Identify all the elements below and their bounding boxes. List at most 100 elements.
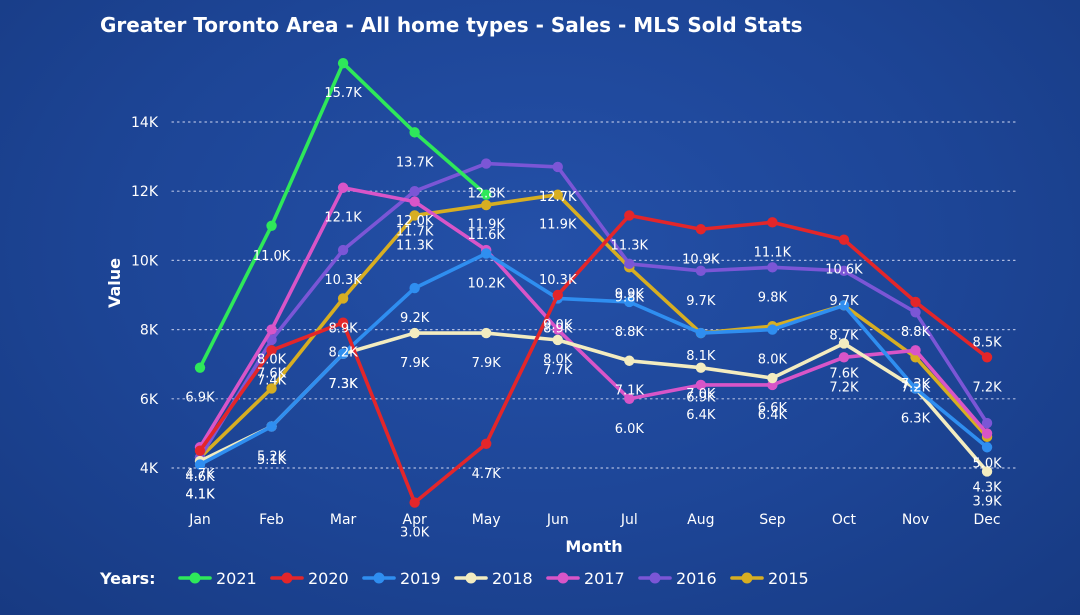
data-label: 6.4K [758, 408, 788, 423]
data-point-2015 [481, 199, 492, 211]
data-label: 9.7K [686, 294, 716, 309]
data-label: 7.9K [472, 356, 502, 371]
data-point-2020 [409, 497, 420, 508]
x-tick-label: Jul [620, 512, 638, 528]
y-tick-label: 4K [140, 461, 159, 477]
data-point-2018 [695, 362, 707, 373]
data-label: 13.7K [396, 155, 434, 170]
data-label: 4.7K [185, 467, 215, 482]
x-tick-label: Feb [259, 512, 284, 528]
data-label: 9.8K [758, 290, 788, 305]
data-label: 3.9K [972, 494, 1002, 509]
data-point-2018 [981, 466, 993, 477]
data-label: 4.3K [972, 481, 1002, 496]
data-label: 7.3K [328, 377, 358, 392]
legend-label-2019: 2019 [400, 569, 441, 588]
data-point-2021 [194, 362, 206, 373]
data-label: 12.1K [324, 211, 362, 226]
data-label: 7.6K [257, 366, 287, 381]
data-label: 9.9K [615, 287, 645, 302]
data-point-2016 [838, 265, 850, 276]
data-point-2018 [767, 372, 778, 384]
data-point-2017 [624, 393, 635, 404]
legend-label-2021: 2021 [216, 569, 257, 588]
data-point-2015 [409, 210, 420, 221]
data-label: 4.1K [185, 488, 215, 503]
y-tick-label: 10K [131, 253, 159, 269]
data-point-2020 [552, 289, 563, 301]
data-point-2021 [481, 189, 492, 200]
data-label: 8.8K [901, 325, 931, 340]
data-point-2019 [981, 442, 993, 453]
data-label: 10.3K [539, 273, 577, 288]
data-label: 10.2K [467, 276, 505, 291]
data-label: 7.3K [328, 377, 358, 392]
data-point-2020 [910, 296, 921, 308]
data-point-2019 [624, 296, 635, 308]
x-tick-label: Sep [759, 512, 786, 528]
data-label: 8.0K [543, 353, 573, 368]
x-tick-label: Dec [974, 512, 1001, 528]
legend-label-2016: 2016 [676, 569, 717, 588]
data-label: 4.7K [472, 467, 502, 482]
data-label: 8.9K [543, 321, 573, 336]
legend-marker-2020 [281, 572, 293, 584]
data-label: 12.0K [396, 214, 434, 229]
data-point-2017 [981, 428, 993, 439]
data-label: 8.1K [686, 349, 716, 364]
legend-marker-2018 [465, 572, 477, 584]
data-point-2020 [624, 210, 635, 221]
data-label: 7.2K [829, 380, 859, 395]
data-point-2016 [981, 417, 993, 429]
legend-label-2015: 2015 [768, 569, 809, 588]
data-label: 7.9K [400, 356, 430, 371]
data-point-2018 [409, 327, 420, 339]
x-tick-label: Oct [832, 512, 857, 528]
data-label: 8.2K [328, 346, 358, 361]
data-label: 12.7K [539, 190, 577, 205]
data-label: 5.2K [257, 449, 287, 464]
data-point-2017 [337, 182, 349, 193]
data-label: 11.9K [467, 218, 505, 233]
data-point-2019 [838, 300, 850, 311]
data-point-2019 [695, 327, 707, 339]
gridlines [171, 121, 1019, 469]
data-point-2020 [337, 317, 349, 328]
data-label: 4.1K [185, 488, 215, 503]
data-point-2018 [552, 334, 563, 346]
data-point-2016 [337, 244, 349, 256]
data-label: 7.3K [901, 377, 931, 392]
legend-label-2020: 2020 [308, 569, 349, 588]
y-axis: 4K 6K 8K 10K 12K 14K [131, 115, 159, 477]
data-label: 4.6K [185, 470, 215, 485]
y-tick-label: 6K [140, 392, 159, 408]
y-axis-title: Value [105, 258, 124, 308]
data-point-2017 [838, 352, 850, 363]
data-label: 11.0K [253, 249, 291, 264]
data-point-2018 [624, 355, 635, 366]
data-point-2018 [838, 338, 850, 349]
data-point-2019 [266, 421, 277, 432]
data-label: 9.0K [543, 318, 573, 333]
legend-marker-2021 [189, 572, 201, 584]
data-point-2016 [409, 186, 420, 197]
data-point-2019 [194, 459, 206, 470]
data-label: 15.7K [324, 86, 362, 101]
y-tick-label: 14K [131, 115, 159, 131]
data-label: 7.7K [543, 363, 573, 378]
data-label: 8.5K [972, 335, 1002, 350]
series-line-2016 [198, 161, 989, 460]
data-label: 7.2K [972, 380, 1002, 395]
series-line-2019 [198, 251, 989, 467]
data-point-2019 [910, 383, 921, 394]
data-point-2017 [910, 345, 921, 356]
x-tick-label: Apr [403, 512, 427, 528]
data-label: 10.3K [324, 273, 362, 288]
data-label: 6.9K [686, 391, 716, 406]
x-tick-label: Mar [330, 512, 357, 528]
legend-marker-2015 [741, 572, 753, 584]
data-label: 6.4K [686, 408, 716, 423]
data-label: 11.1K [754, 245, 792, 260]
